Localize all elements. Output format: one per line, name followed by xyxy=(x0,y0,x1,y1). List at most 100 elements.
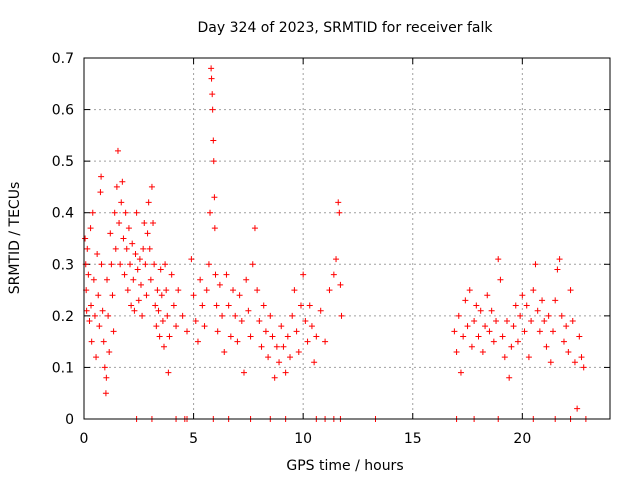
data-point xyxy=(151,261,158,268)
data-point xyxy=(530,287,537,294)
data-point xyxy=(457,369,464,376)
data-point xyxy=(105,312,112,319)
data-point xyxy=(157,266,164,273)
data-point xyxy=(260,302,267,309)
data-point xyxy=(541,318,548,325)
data-point xyxy=(525,354,532,361)
data-point xyxy=(282,369,289,376)
data-point xyxy=(121,271,128,278)
data-point xyxy=(122,209,129,216)
data-point xyxy=(158,292,165,299)
data-point xyxy=(297,302,304,309)
data-point xyxy=(569,318,576,325)
data-point xyxy=(271,374,278,381)
data-point xyxy=(201,323,208,330)
y-tick-label: 0.3 xyxy=(52,257,74,273)
data-point xyxy=(550,328,557,335)
data-point xyxy=(107,230,114,237)
data-point xyxy=(213,302,220,309)
data-point xyxy=(132,250,139,257)
data-point xyxy=(89,209,96,216)
data-point xyxy=(150,220,157,227)
data-point xyxy=(460,333,467,340)
data-point xyxy=(210,158,217,165)
data-point xyxy=(335,199,342,206)
data-point xyxy=(192,318,199,325)
data-point xyxy=(580,364,587,371)
plot-frame xyxy=(83,57,611,420)
data-point xyxy=(134,266,141,273)
data-point xyxy=(501,354,508,361)
data-point xyxy=(214,328,221,335)
x-tick-label: 5 xyxy=(189,431,198,447)
data-point xyxy=(514,338,521,345)
data-point xyxy=(84,245,91,252)
data-point xyxy=(238,318,245,325)
data-point xyxy=(473,302,480,309)
data-point xyxy=(545,312,552,319)
data-point xyxy=(232,312,239,319)
data-point xyxy=(166,333,173,340)
data-point xyxy=(133,209,140,216)
data-point xyxy=(576,333,583,340)
y-axis-label: SRMTID / TECUs xyxy=(7,182,23,295)
x-tick-label: 10 xyxy=(294,431,312,447)
data-point xyxy=(508,343,515,350)
data-point xyxy=(333,256,340,263)
x-axis-label: GPS time / hours xyxy=(286,458,403,474)
data-point xyxy=(118,199,125,206)
data-point xyxy=(243,276,250,283)
data-point xyxy=(87,225,94,232)
data-point xyxy=(212,271,219,278)
data-point xyxy=(90,276,97,283)
data-point xyxy=(96,323,103,330)
data-point xyxy=(482,323,489,330)
data-point xyxy=(110,328,117,335)
y-tick-label: 0.6 xyxy=(52,103,74,119)
data-point xyxy=(486,328,493,335)
x-tick-label: 15 xyxy=(404,431,422,447)
data-point xyxy=(510,323,517,330)
data-point xyxy=(475,333,482,340)
data-point xyxy=(211,225,218,232)
data-point xyxy=(265,354,272,361)
data-point xyxy=(164,312,171,319)
data-point xyxy=(493,318,500,325)
data-point xyxy=(528,318,535,325)
chart-title: Day 324 of 2023, SRMTID for receiver fal… xyxy=(198,20,494,36)
data-point xyxy=(179,312,186,319)
data-point xyxy=(99,307,106,314)
data-point xyxy=(468,343,475,350)
data-point xyxy=(156,333,163,340)
data-point xyxy=(103,374,110,381)
data-points xyxy=(82,65,589,422)
data-point xyxy=(519,292,526,299)
data-point xyxy=(145,199,152,206)
data-point xyxy=(205,261,212,268)
data-point xyxy=(104,276,111,283)
data-point xyxy=(295,348,302,355)
data-point xyxy=(168,271,175,278)
data-point xyxy=(330,271,337,278)
data-point xyxy=(499,333,506,340)
data-point xyxy=(88,338,95,345)
data-point xyxy=(547,359,554,366)
data-point xyxy=(322,338,329,345)
data-point xyxy=(135,297,142,304)
data-point xyxy=(112,245,119,252)
data-point xyxy=(262,328,269,335)
data-point xyxy=(495,256,502,263)
data-point xyxy=(223,271,230,278)
data-point xyxy=(278,323,285,330)
data-point xyxy=(120,235,127,242)
data-point xyxy=(159,318,166,325)
data-point xyxy=(556,256,563,263)
data-point xyxy=(207,209,214,216)
data-point xyxy=(152,302,159,309)
data-point xyxy=(247,333,254,340)
data-point xyxy=(543,343,550,350)
data-point xyxy=(221,348,228,355)
data-point xyxy=(175,287,182,294)
data-point xyxy=(267,312,274,319)
data-point xyxy=(209,91,216,98)
